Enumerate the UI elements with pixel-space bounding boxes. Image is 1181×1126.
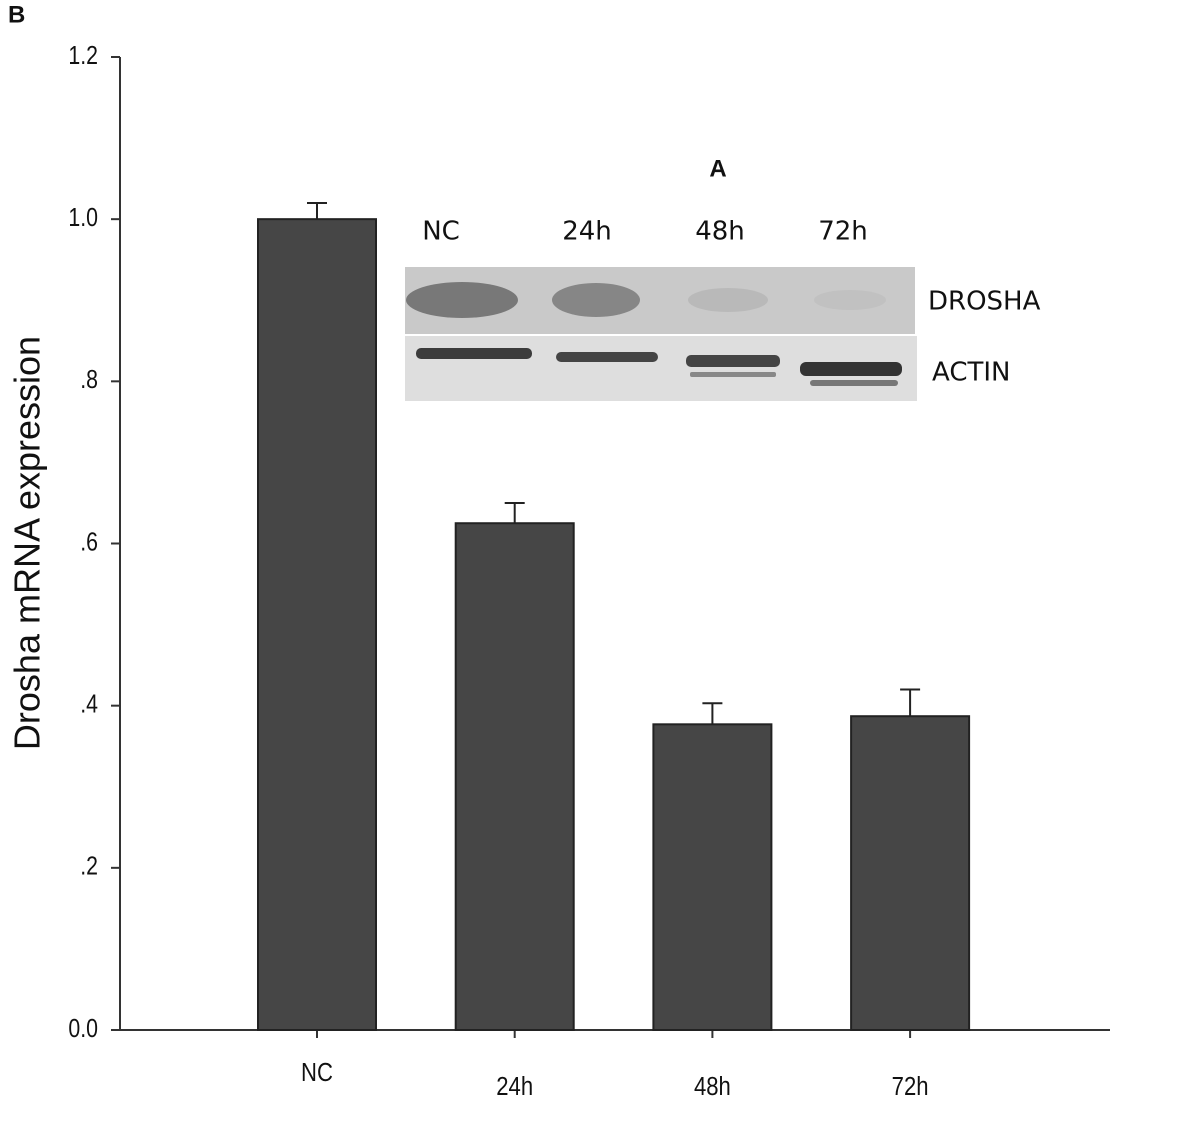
blot-band <box>688 288 768 312</box>
blot-band <box>406 282 518 318</box>
lane-label: NC <box>422 217 460 247</box>
x-tick-label: 48h <box>694 1072 731 1101</box>
blot-band <box>814 290 886 310</box>
y-tick-label: 1.2 <box>68 41 98 71</box>
lane-label: 24h <box>562 217 612 247</box>
band-label: DROSHA <box>928 287 1041 317</box>
blot-image <box>405 267 917 401</box>
y-axis-title: Drosha mRNA expression <box>7 336 48 750</box>
y-tick-label: .2 <box>80 852 98 882</box>
x-tick-label: 72h <box>892 1072 929 1101</box>
blot-band <box>686 355 780 367</box>
lane-label: 72h <box>818 217 868 247</box>
bar <box>454 522 575 1032</box>
blot-band <box>800 362 902 376</box>
y-tick-label: .4 <box>80 690 98 720</box>
y-tick-label: 1.0 <box>68 203 98 233</box>
bar <box>652 723 773 1032</box>
bar <box>850 715 971 1032</box>
bar <box>257 218 377 1031</box>
inset-label: A <box>709 155 726 182</box>
blot-band <box>690 372 776 377</box>
y-tick-label: .6 <box>80 527 98 557</box>
blot-band <box>810 380 898 386</box>
x-tick-label: 24h <box>496 1072 533 1101</box>
lane-label: 48h <box>695 217 745 247</box>
blot-band <box>552 283 640 317</box>
blot-band <box>556 352 658 362</box>
band-label: ACTIN <box>932 358 1010 388</box>
panel-label: B <box>8 1 25 28</box>
x-tick-label: NC <box>301 1058 333 1087</box>
y-tick-label: .8 <box>80 365 98 395</box>
blot-band <box>416 348 532 359</box>
y-tick-label: 0.0 <box>68 1014 98 1044</box>
